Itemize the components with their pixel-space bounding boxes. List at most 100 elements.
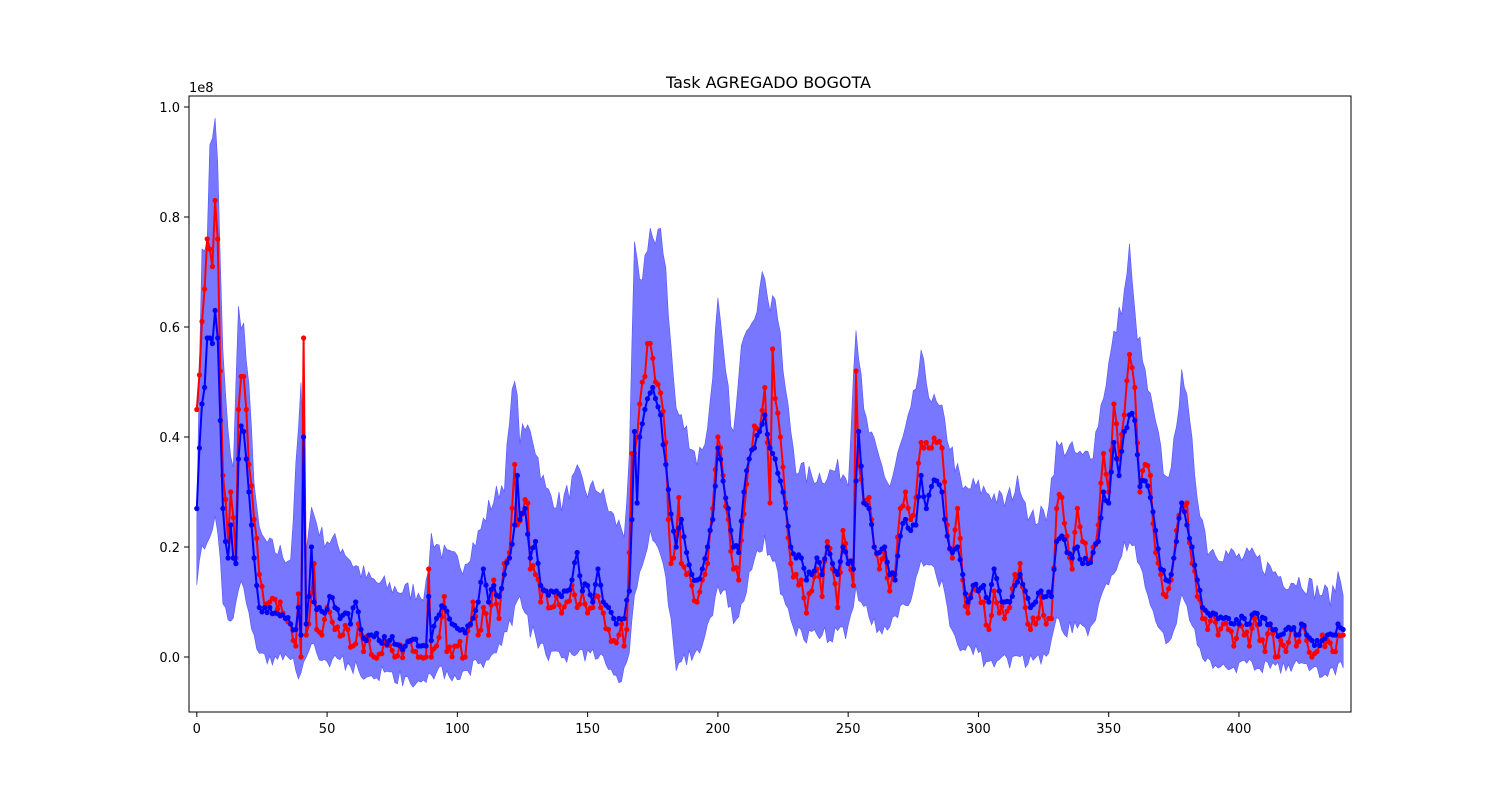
actual-series-point [665,516,672,523]
actual-series-point [228,489,234,495]
predicted-series-point [246,489,252,495]
predicted-series-point [267,604,273,611]
predicted-series-point [939,489,945,495]
predicted-series-point [329,595,335,601]
actual-series-point [1098,480,1104,486]
predicted-series-point [827,551,833,557]
actual-series-point [374,655,380,661]
predicted-series-point [480,566,486,572]
y-tick-label: 1.0 [159,101,180,116]
predicted-series-point [1108,469,1114,475]
predicted-series-point [514,472,520,479]
actual-series-point [809,588,815,594]
actual-series-point [1153,549,1159,556]
predicted-series-point [1189,544,1195,550]
predicted-series-point [1017,571,1023,578]
predicted-series-point [509,541,515,547]
actual-series-point [551,603,557,610]
actual-series-point [342,622,348,629]
predicted-series-point [441,604,447,611]
actual-series-point [1043,621,1049,627]
actual-series-point [480,604,486,611]
predicted-series-point [1181,509,1187,515]
predicted-series-point [1069,555,1075,561]
actual-series-point [1033,621,1039,627]
actual-series-point [595,593,601,600]
predicted-series-point [577,573,583,579]
predicted-series-point [202,384,208,391]
predicted-series-point [1124,425,1130,431]
predicted-series-point [1009,593,1015,599]
predicted-series-point [1314,637,1320,644]
actual-series-point [988,612,995,619]
predicted-series-point [1046,589,1052,595]
actual-series-point [1147,472,1153,479]
actual-series-point [1163,593,1169,600]
predicted-series-point [803,577,810,583]
actual-series-point [1252,615,1258,622]
actual-series-point [866,494,872,501]
predicted-series-point [230,555,236,561]
actual-series-point [1246,643,1252,649]
predicted-series-point [384,641,390,647]
actual-series-point [590,604,596,611]
y-offset-label: 1e8 [189,81,214,96]
predicted-series-point [840,544,846,550]
actual-series-point [512,461,518,468]
actual-series-point [1025,621,1031,627]
predicted-series-point [655,404,661,410]
actual-series-point [1103,471,1109,477]
predicted-series-point [212,307,218,314]
actual-series-point [1166,586,1172,592]
predicted-series-point [843,549,849,555]
actual-series-point [1007,604,1013,611]
predicted-series-point [1179,500,1185,506]
actual-series-point [379,650,385,657]
actual-series-point [650,355,656,361]
predicted-series-point [611,615,617,622]
actual-series-point [918,439,924,446]
predicted-series-point [689,571,695,578]
predicted-series-point [704,544,711,550]
actual-series-point [801,595,807,601]
predicted-series-point [652,395,659,402]
actual-series-point [426,566,432,572]
actual-series-point [999,603,1005,610]
actual-series-point [955,505,961,512]
actual-series-point [334,624,341,630]
actual-series-point [1278,637,1284,644]
actual-series-point [775,410,781,416]
predicted-series-point [444,608,450,614]
predicted-series-point [848,558,854,564]
predicted-series-point [504,560,510,566]
actual-series-point [835,604,841,611]
actual-series-point [1270,630,1276,637]
actual-series-point [202,286,208,292]
actual-series-point [733,565,739,571]
predicted-series-point [663,461,669,468]
actual-series-point [277,599,283,605]
actual-series-point [353,641,359,647]
predicted-series-point [668,511,674,517]
actual-series-point [559,610,565,616]
predicted-series-point [991,566,997,572]
actual-series-point [509,505,515,511]
predicted-series-point [644,396,651,402]
predicted-series-point [1186,535,1193,542]
actual-series-point [478,627,484,633]
actual-series-point [1121,412,1127,418]
x-tick-label: 300 [966,722,991,737]
predicted-series-point [499,585,505,592]
x-tick-label: 0 [193,722,201,737]
actual-series-point [1207,618,1213,624]
predicted-series-point [717,456,724,462]
actual-series-point [1262,648,1268,655]
actual-series-point [1061,520,1067,526]
predicted-series-point [1074,544,1080,550]
predicted-series-point [955,544,961,550]
predicted-series-point [1145,483,1151,489]
predicted-series-point [1087,559,1094,566]
predicted-series-point [535,560,541,567]
y-tick-label: 0.8 [159,211,180,226]
predicted-series-point [347,621,354,627]
